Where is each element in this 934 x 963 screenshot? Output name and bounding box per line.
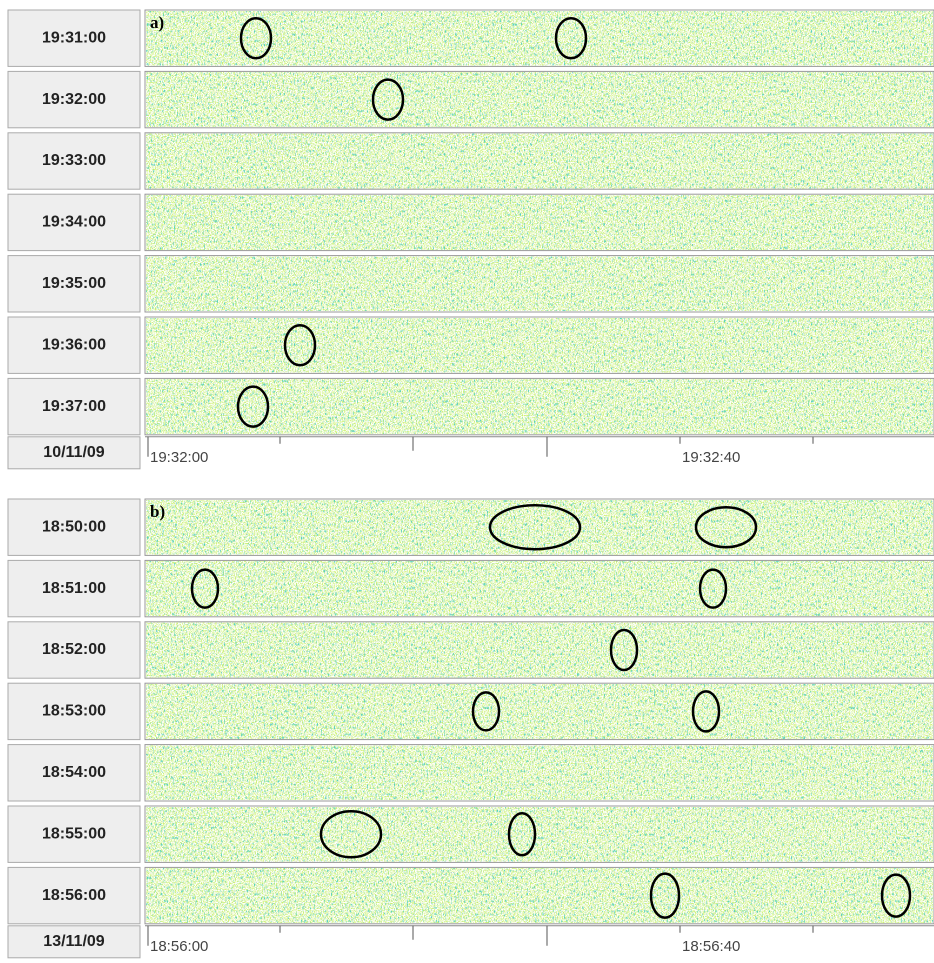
detection-ellipse [649, 872, 681, 919]
panel-label: b) [150, 502, 165, 521]
axis-label: 19:32:40 [682, 449, 740, 466]
detection-ellipse [239, 16, 273, 60]
date-label: 10/11/09 [43, 444, 105, 461]
detection-ellipse [554, 16, 588, 60]
row-label-box [7, 255, 141, 313]
row-label: 18:50:00 [42, 518, 106, 535]
row-label-box [7, 498, 141, 556]
spectrogram-texture [146, 807, 933, 862]
row-label-box [7, 9, 141, 67]
row-label-box [7, 132, 141, 190]
row-label: 19:31:00 [42, 29, 106, 46]
detection-ellipse [880, 873, 912, 918]
detection-ellipse [507, 811, 537, 857]
row-label-box [7, 559, 141, 618]
row-label: 18:54:00 [42, 764, 106, 781]
detection-ellipse [190, 568, 220, 609]
row-label-box [7, 682, 141, 741]
row-label: 19:33:00 [42, 152, 106, 169]
detection-ellipse [488, 503, 582, 551]
row-label: 19:35:00 [42, 275, 106, 292]
detection-ellipse [609, 628, 639, 672]
spectrogram-texture [146, 72, 933, 127]
spectrogram-texture [146, 11, 933, 66]
row-label-box [7, 744, 141, 802]
axis-label: 19:32:00 [150, 449, 208, 466]
row-label: 19:34:00 [42, 214, 106, 231]
detection-ellipse [471, 691, 501, 732]
row-label: 19:36:00 [42, 336, 106, 353]
row-label-box [7, 70, 141, 129]
spectrogram-texture [146, 868, 933, 923]
row-label-box [7, 621, 141, 679]
spectrogram-texture [146, 622, 933, 678]
row-label: 18:51:00 [42, 580, 106, 597]
axis-label: 18:56:00 [150, 938, 208, 955]
detection-ellipse [319, 809, 383, 859]
axis-label: 18:56:40 [682, 938, 740, 955]
detection-ellipse [371, 78, 405, 121]
spectrogram-texture [146, 500, 933, 555]
spectrogram-texture [146, 195, 933, 250]
row-label-box [7, 377, 141, 436]
date-box [7, 436, 141, 470]
detection-ellipse [283, 323, 317, 367]
detection-ellipse [691, 690, 721, 733]
spectrogram-texture [146, 684, 933, 739]
row-label: 19:37:00 [42, 398, 106, 415]
spectrogram-texture [146, 256, 933, 311]
date-label: 13/11/09 [43, 933, 105, 950]
row-label: 18:55:00 [42, 825, 106, 842]
date-box [7, 925, 141, 959]
spectrogram-texture [146, 379, 933, 434]
detection-ellipse [236, 385, 270, 428]
row-label-box [7, 193, 141, 252]
row-label: 18:53:00 [42, 703, 106, 720]
row-label: 19:32:00 [42, 91, 106, 108]
row-label-box [7, 866, 141, 925]
spectrogram-texture [146, 745, 933, 800]
row-label: 18:56:00 [42, 887, 106, 904]
panel-label: a) [150, 13, 164, 32]
spectrogram-texture [146, 133, 933, 189]
spectrogram-texture [146, 318, 933, 373]
spectrogram-texture [146, 561, 933, 616]
row-label: 18:52:00 [42, 641, 106, 658]
row-label-box [7, 805, 141, 863]
row-label-box [7, 316, 141, 374]
detection-ellipse [694, 505, 758, 549]
detection-ellipse [698, 568, 728, 609]
